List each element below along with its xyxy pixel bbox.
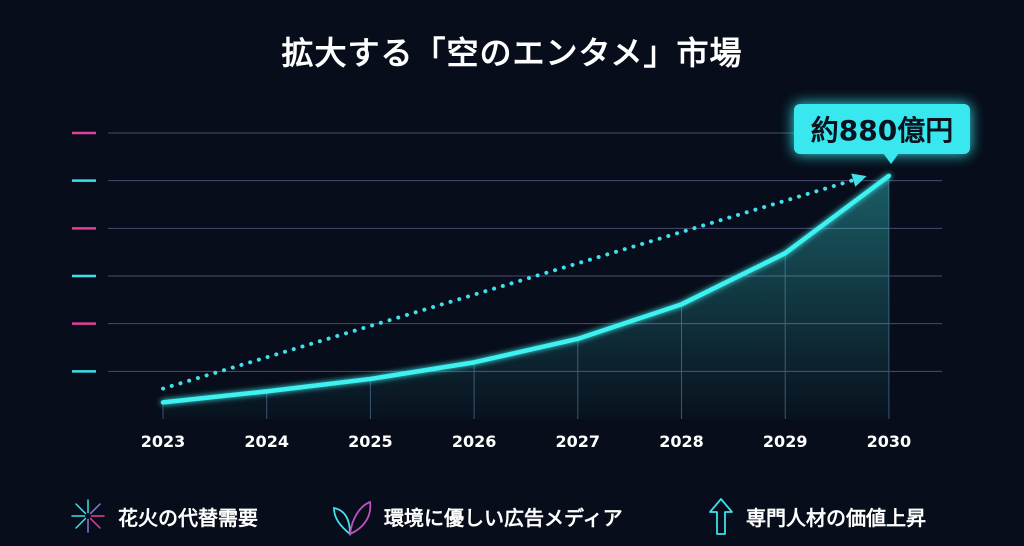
x-tick-label: 2024 bbox=[244, 432, 289, 451]
arrow-up-icon bbox=[709, 498, 733, 535]
line-chart: 2023 2024 2025 2026 2027 2028 2029 2030 bbox=[72, 131, 942, 451]
fireworks-icon bbox=[71, 499, 105, 533]
x-tick-label: 2026 bbox=[452, 432, 497, 451]
x-tick-label: 2028 bbox=[659, 432, 704, 451]
trend-arrowhead bbox=[851, 173, 867, 187]
x-tick-label: 2027 bbox=[556, 432, 601, 451]
x-tick-label: 2025 bbox=[348, 432, 393, 451]
area-fill bbox=[163, 175, 889, 419]
legend-label: 環境に優しい広告メディア bbox=[384, 505, 623, 530]
x-tick-label: 2029 bbox=[763, 432, 808, 451]
legend-label: 専門人材の価値上昇 bbox=[746, 505, 926, 530]
trend-line bbox=[161, 175, 863, 391]
chart-title: 拡大する「空のエンタメ」市場 bbox=[281, 34, 743, 72]
x-tick-label: 2023 bbox=[141, 432, 186, 451]
legend-label: 花火の代替需要 bbox=[118, 505, 258, 530]
legend-item-leaf: 環境に優しい広告メディア bbox=[330, 496, 623, 536]
legend-item-fireworks: 花火の代替需要 bbox=[68, 496, 258, 536]
series-line bbox=[160, 173, 892, 405]
value-callout: 約880億円 bbox=[794, 104, 970, 164]
legend-item-arrow: 専門人材の価値上昇 bbox=[706, 496, 926, 536]
x-tick-label: 2030 bbox=[867, 432, 912, 451]
leaf-icon bbox=[333, 500, 372, 536]
